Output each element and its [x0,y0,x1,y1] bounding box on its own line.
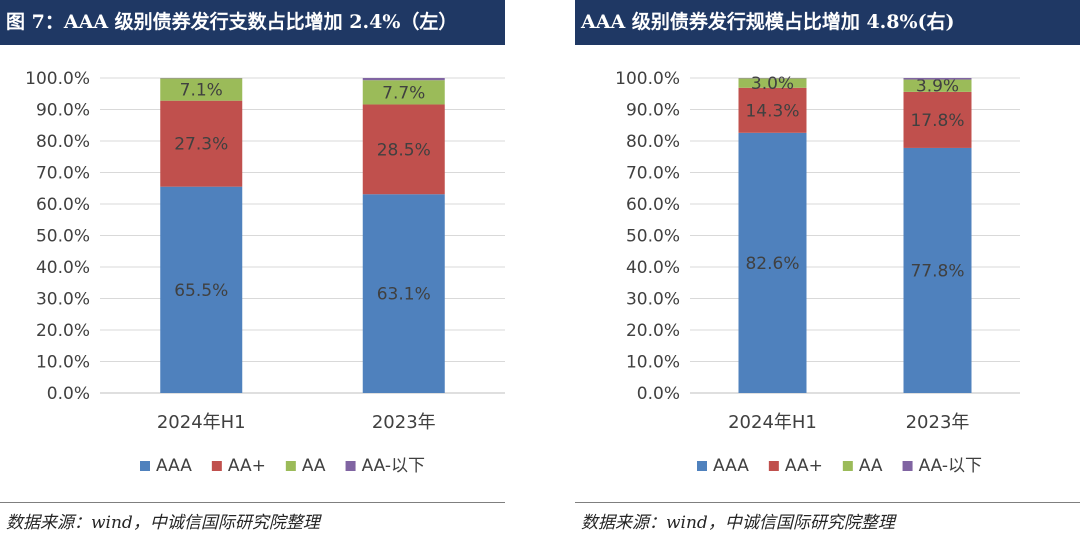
source-note: 数据来源：wind，中诚信国际研究院整理 [6,513,320,533]
chart-title: AAA 级别债券发行规模占比增加 4.8%(右) [575,0,1080,45]
data-label: 17.8% [910,111,964,131]
legend-swatch [140,461,150,471]
data-label: 7.1% [180,80,223,100]
y-tick-label: 70.0% [626,164,680,184]
legend-label: AA+ [785,456,823,476]
chart-panel-right: AAA 级别债券发行规模占比增加 4.8%(右) 0.0% 10.0% 20.0% 3… [575,0,1080,549]
legend-swatch [345,461,356,471]
y-tick-label: 50.0% [626,227,680,247]
data-label: 27.3% [174,135,228,155]
y-tick-label: 100.0% [615,69,680,89]
divider [575,502,1080,503]
bar-segment [362,78,445,81]
data-label: 28.5% [377,140,431,160]
y-tick-label: 10.0% [36,353,90,373]
legend-swatch [697,461,707,471]
legend-label: AA [302,456,326,476]
y-tick-label: 100.0% [25,69,90,89]
x-tick-label: 2023年 [906,412,970,433]
bar-segment [738,132,807,393]
y-tick-label: 60.0% [36,195,90,215]
bar-segment [160,100,243,187]
y-tick-label: 20.0% [36,321,90,341]
y-tick-label: 90.0% [36,101,90,121]
bar-segment [362,104,445,195]
y-tick-label: 70.0% [36,164,90,184]
y-tick-label: 30.0% [36,290,90,310]
x-tick-label: 2024年H1 [728,412,817,433]
bar-segment [903,91,972,148]
chart-title: 图 7：AAA 级别债券发行支数占比增加 2.4%（左） [0,0,505,45]
y-tick-label: 90.0% [626,101,680,121]
data-label: 14.3% [745,101,799,121]
y-tick-label: 0.0% [637,384,680,404]
legend-label: AA+ [228,456,266,476]
bar-segment [362,80,445,105]
data-label: 3.9% [916,77,959,97]
bar-segment [160,186,243,393]
y-tick-label: 50.0% [36,227,90,247]
legend-label: AA [859,456,883,476]
data-label: 7.7% [382,83,425,103]
legend-label: AAA [713,456,749,476]
data-label: 77.8% [910,261,964,281]
divider [0,502,505,503]
y-tick-label: 10.0% [626,353,680,373]
legend-swatch [211,461,222,471]
stacked-bar-chart-scale: 0.0% 10.0% 20.0% 30.0% 40.0% 50.0% 60.0% 70.0% 8… [615,69,1020,476]
x-tick-label: 2024年H1 [157,412,246,433]
legend-label: AA-以下 [362,456,426,476]
y-tick-label: 40.0% [36,258,90,278]
legend-swatch [842,461,853,471]
y-tick-label: 80.0% [626,132,680,152]
y-tick-label: 60.0% [626,195,680,215]
bar-segment [160,78,243,101]
chart-panel-left: 图 7：AAA 级别债券发行支数占比增加 2.4%（左） 0.0% 10.0% 20… [0,0,505,549]
data-label: 63.1% [377,285,431,305]
source-note: 数据来源：wind，中诚信国际研究院整理 [581,513,895,533]
y-tick-label: 0.0% [47,384,90,404]
legend-swatch [902,461,913,471]
x-tick-label: 2023年 [372,412,436,433]
bar-segment [903,79,972,92]
data-label: 82.6% [745,254,799,274]
legend-swatch [285,461,296,471]
bar-segment [362,194,445,393]
stacked-bar-chart-count: 0.0% 10.0% 20.0% 30.0% 40.0% 50.0% 60.0% 70.0% 8… [25,69,505,476]
y-tick-label: 40.0% [626,258,680,278]
legend-label: AA-以下 [919,456,983,476]
data-label: 3.0% [751,74,794,94]
bar-segment [903,147,972,393]
bar-segment [738,87,807,133]
legend-swatch [768,461,779,471]
data-label: 65.5% [174,281,228,301]
y-tick-label: 30.0% [626,290,680,310]
y-tick-label: 80.0% [36,132,90,152]
bar-segment [903,78,972,80]
y-tick-label: 20.0% [626,321,680,341]
bar-segment [738,78,807,88]
legend-label: AAA [156,456,192,476]
